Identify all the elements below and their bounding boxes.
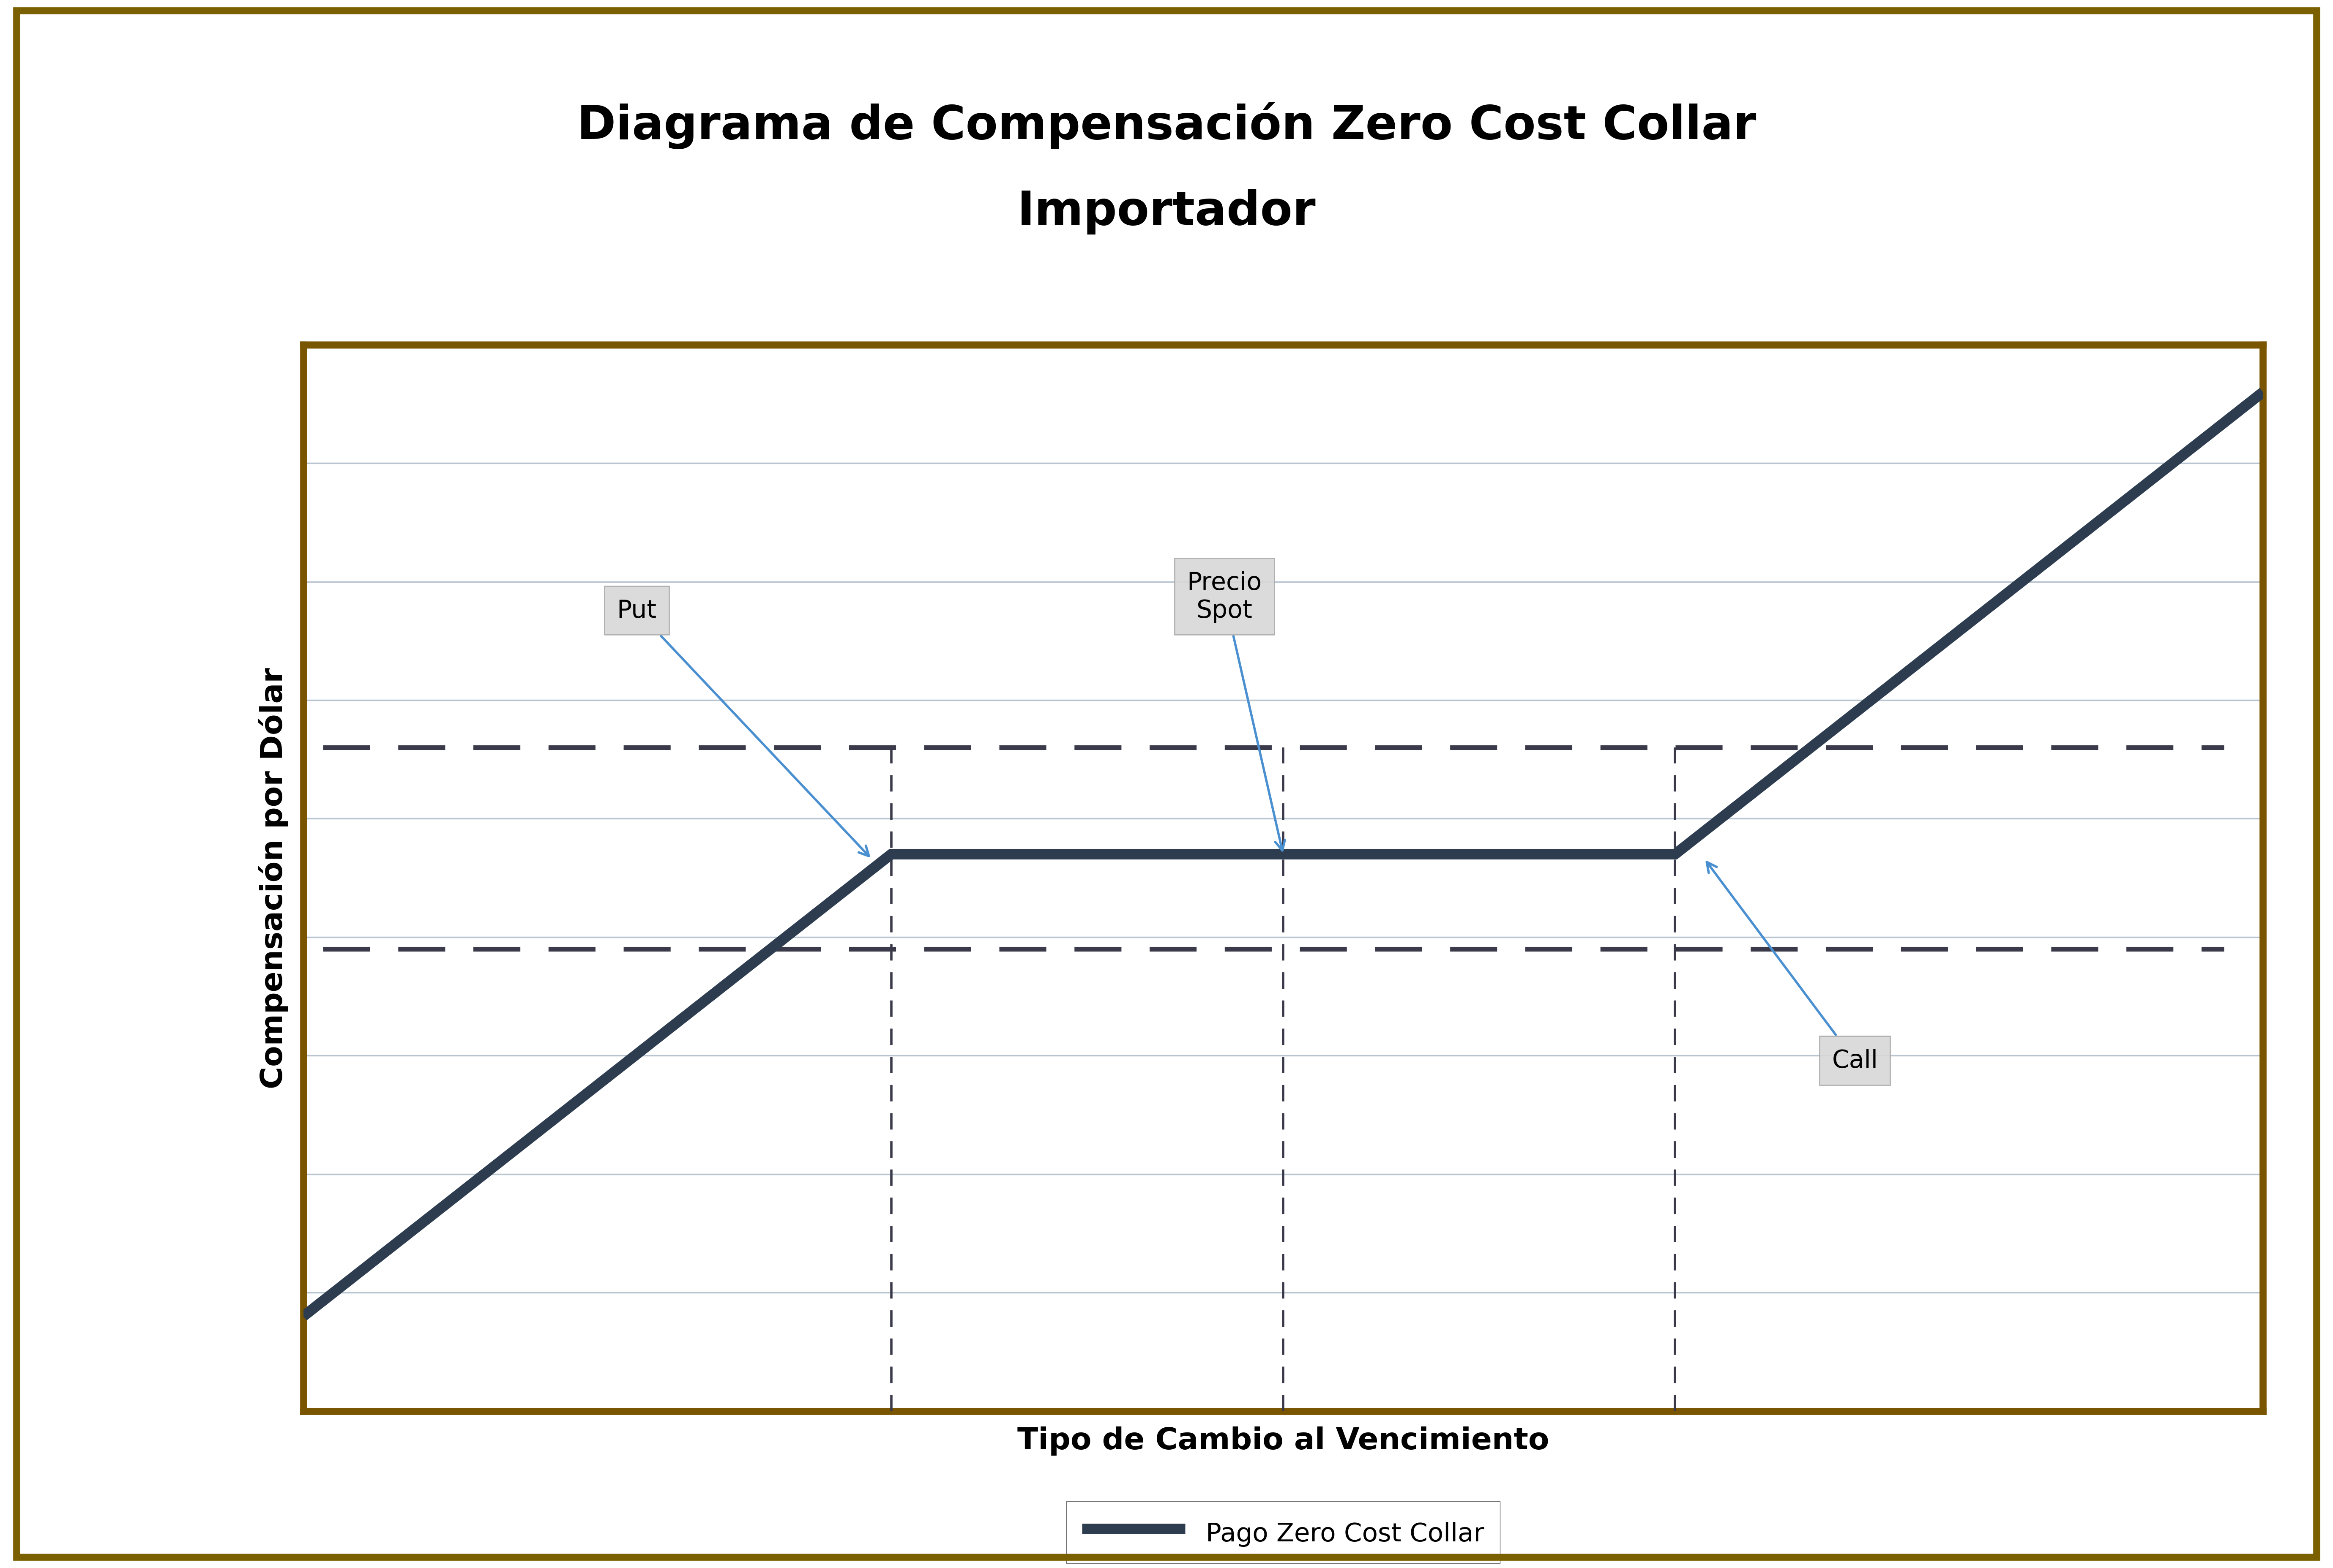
Pago Zero Cost Collar <box>289 1308 317 1327</box>
Legend: Pago Zero Cost Collar: Pago Zero Cost Collar <box>1066 1501 1500 1563</box>
Line: Pago Zero Cost Collar: Pago Zero Cost Collar <box>303 392 2263 1317</box>
Pago Zero Cost Collar <box>2249 383 2277 401</box>
Y-axis label: Compensación por Dólar: Compensación por Dólar <box>259 668 289 1088</box>
Text: Call: Call <box>1708 862 1878 1073</box>
Pago Zero Cost Collar <box>1661 845 1689 864</box>
Text: Diagrama de Compensación Zero Cost Collar: Diagrama de Compensación Zero Cost Colla… <box>576 102 1757 149</box>
Text: Importador: Importador <box>1017 190 1316 234</box>
Text: Precio
Spot: Precio Spot <box>1187 571 1285 851</box>
Pago Zero Cost Collar <box>877 845 905 864</box>
X-axis label: Tipo de Cambio al Vencimiento: Tipo de Cambio al Vencimiento <box>1017 1425 1549 1455</box>
Text: Put: Put <box>616 599 868 856</box>
